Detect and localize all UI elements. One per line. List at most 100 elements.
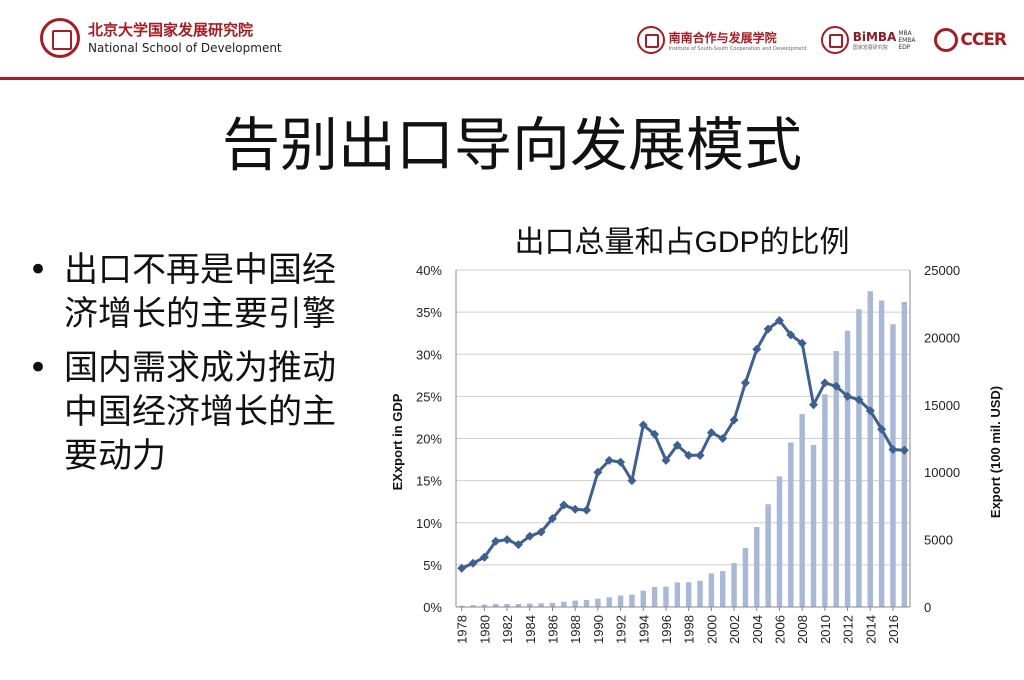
export-gdp-point [547, 514, 557, 524]
y-tick-right: 10000 [924, 465, 960, 480]
x-tick-label: 2004 [750, 615, 765, 644]
export-bar [527, 603, 533, 607]
export-bar [788, 442, 794, 607]
export-bar [629, 594, 635, 607]
bullet-item: • 出口不再是中国经济增长的主要引擎 [28, 248, 368, 336]
bullet-marker: • [28, 348, 49, 388]
export-gdp-point [627, 476, 637, 486]
export-bar [720, 571, 726, 607]
y-tick-right: 15000 [924, 398, 960, 413]
y-tick-right: 25000 [924, 263, 960, 278]
export-gdp-point [740, 378, 750, 388]
export-bar [674, 582, 681, 607]
export-bar [810, 445, 817, 607]
export-bar [878, 300, 885, 607]
bullet-text: 出口不再是中国经济增长的主要引擎 [64, 250, 336, 334]
x-tick-label: 1990 [591, 615, 606, 644]
slide-title: 告别出口导向发展模式 [221, 111, 802, 179]
export-bar [549, 602, 556, 607]
export-gdp-point [525, 531, 535, 541]
export-bar [867, 291, 873, 607]
export-bar [572, 600, 578, 607]
export-gdp-point [684, 450, 694, 460]
export-bar [493, 604, 499, 607]
pku-seal-icon [40, 18, 80, 58]
x-tick-label: 1988 [568, 615, 583, 644]
export-gdp-point [479, 552, 489, 562]
export-gdp-point [582, 505, 592, 515]
bimba-name: BiMBA [852, 29, 897, 44]
ssc-name: 南南合作与发展学院 [668, 30, 777, 45]
export-gdp-point [809, 400, 819, 410]
y-tick-left: 35% [416, 305, 442, 320]
ccer-ring-icon [934, 28, 959, 52]
export-gdp-point [502, 535, 512, 545]
export-gdp-point [695, 450, 705, 460]
export-bar [708, 573, 715, 607]
y-tick-left: 15% [416, 474, 442, 489]
x-tick-label: 1986 [545, 615, 560, 644]
export-gdp-point [491, 536, 501, 546]
export-gdp-point [513, 540, 523, 550]
y-tick-left: 20% [416, 432, 442, 447]
export-bar [595, 598, 601, 607]
export-bar [685, 582, 692, 607]
export-gdp-point [593, 467, 603, 477]
x-tick-label: 2014 [863, 615, 878, 644]
export-bar [561, 601, 567, 607]
x-tick-label: 1984 [523, 615, 538, 644]
bimba-logo: BiMBA 国家发展研究院 MBA EMBA EDP [820, 26, 921, 54]
y-tick-right: 20000 [924, 330, 960, 345]
org-name-cn: 北京大学国家发展研究院 [88, 20, 254, 39]
export-chart: 出口总量和占GDP的比例 EXxport in GDP Export (100 … [380, 212, 1024, 676]
export-gdp-point [559, 500, 569, 510]
export-bar [856, 309, 862, 607]
y-tick-left: 5% [423, 558, 442, 573]
x-tick-label: 1994 [636, 615, 651, 644]
export-gdp-point [865, 406, 875, 416]
export-gdp-point [774, 316, 784, 326]
export-bar [742, 547, 749, 607]
export-gdp-point [786, 330, 796, 340]
x-tick-label: 2012 [841, 615, 856, 644]
y-tick-right: 0 [924, 600, 931, 615]
y-tick-left: 10% [416, 516, 442, 531]
export-gdp-point [899, 445, 909, 455]
bimba-programs: MBA EMBA EDP [898, 29, 916, 51]
bullet-item: • 国内需求成为推动中国经济增长的主要动力 [28, 346, 368, 478]
export-gdp-point [752, 344, 762, 354]
export-gdp-point [536, 527, 546, 537]
export-bar [822, 394, 828, 607]
export-bar [799, 414, 805, 607]
export-bar [663, 586, 669, 607]
org-name-en: National School of Development [88, 40, 282, 55]
ssc-logo: 南南合作与发展学院 Institute of South-South Coope… [636, 26, 807, 54]
x-tick-label: 2016 [886, 615, 901, 644]
x-tick-label: 2006 [772, 615, 787, 644]
export-bar [651, 586, 658, 607]
export-bar [617, 595, 624, 607]
export-gdp-point [570, 504, 580, 514]
export-gdp-point [457, 563, 467, 573]
slide-header: 北京大学国家发展研究院 National School of Developme… [0, 0, 1024, 78]
ssc-subtitle: Institute of South-South Cooperation and… [668, 45, 807, 52]
export-gdp-point [797, 338, 807, 348]
y-tick-left: 40% [416, 263, 442, 278]
x-tick-label: 1980 [477, 615, 492, 644]
export-bar [458, 605, 465, 607]
export-bar [481, 604, 488, 607]
x-tick-label: 1978 [455, 615, 470, 644]
export-bar [890, 324, 896, 607]
ccer-name: CCER [960, 30, 1007, 50]
x-tick-label: 2000 [704, 615, 719, 644]
chart-title: 出口总量和占GDP的比例 [514, 226, 849, 259]
y-tick-left: 25% [416, 389, 442, 404]
export-gdp-line [461, 319, 905, 570]
x-tick-label: 2002 [727, 615, 742, 644]
x-tick-label: 2010 [818, 615, 833, 644]
export-gdp-point [616, 457, 626, 467]
export-bar [833, 351, 839, 607]
export-gdp-point [729, 415, 739, 425]
bullet-marker: • [28, 250, 49, 290]
export-gdp-point [763, 324, 773, 334]
